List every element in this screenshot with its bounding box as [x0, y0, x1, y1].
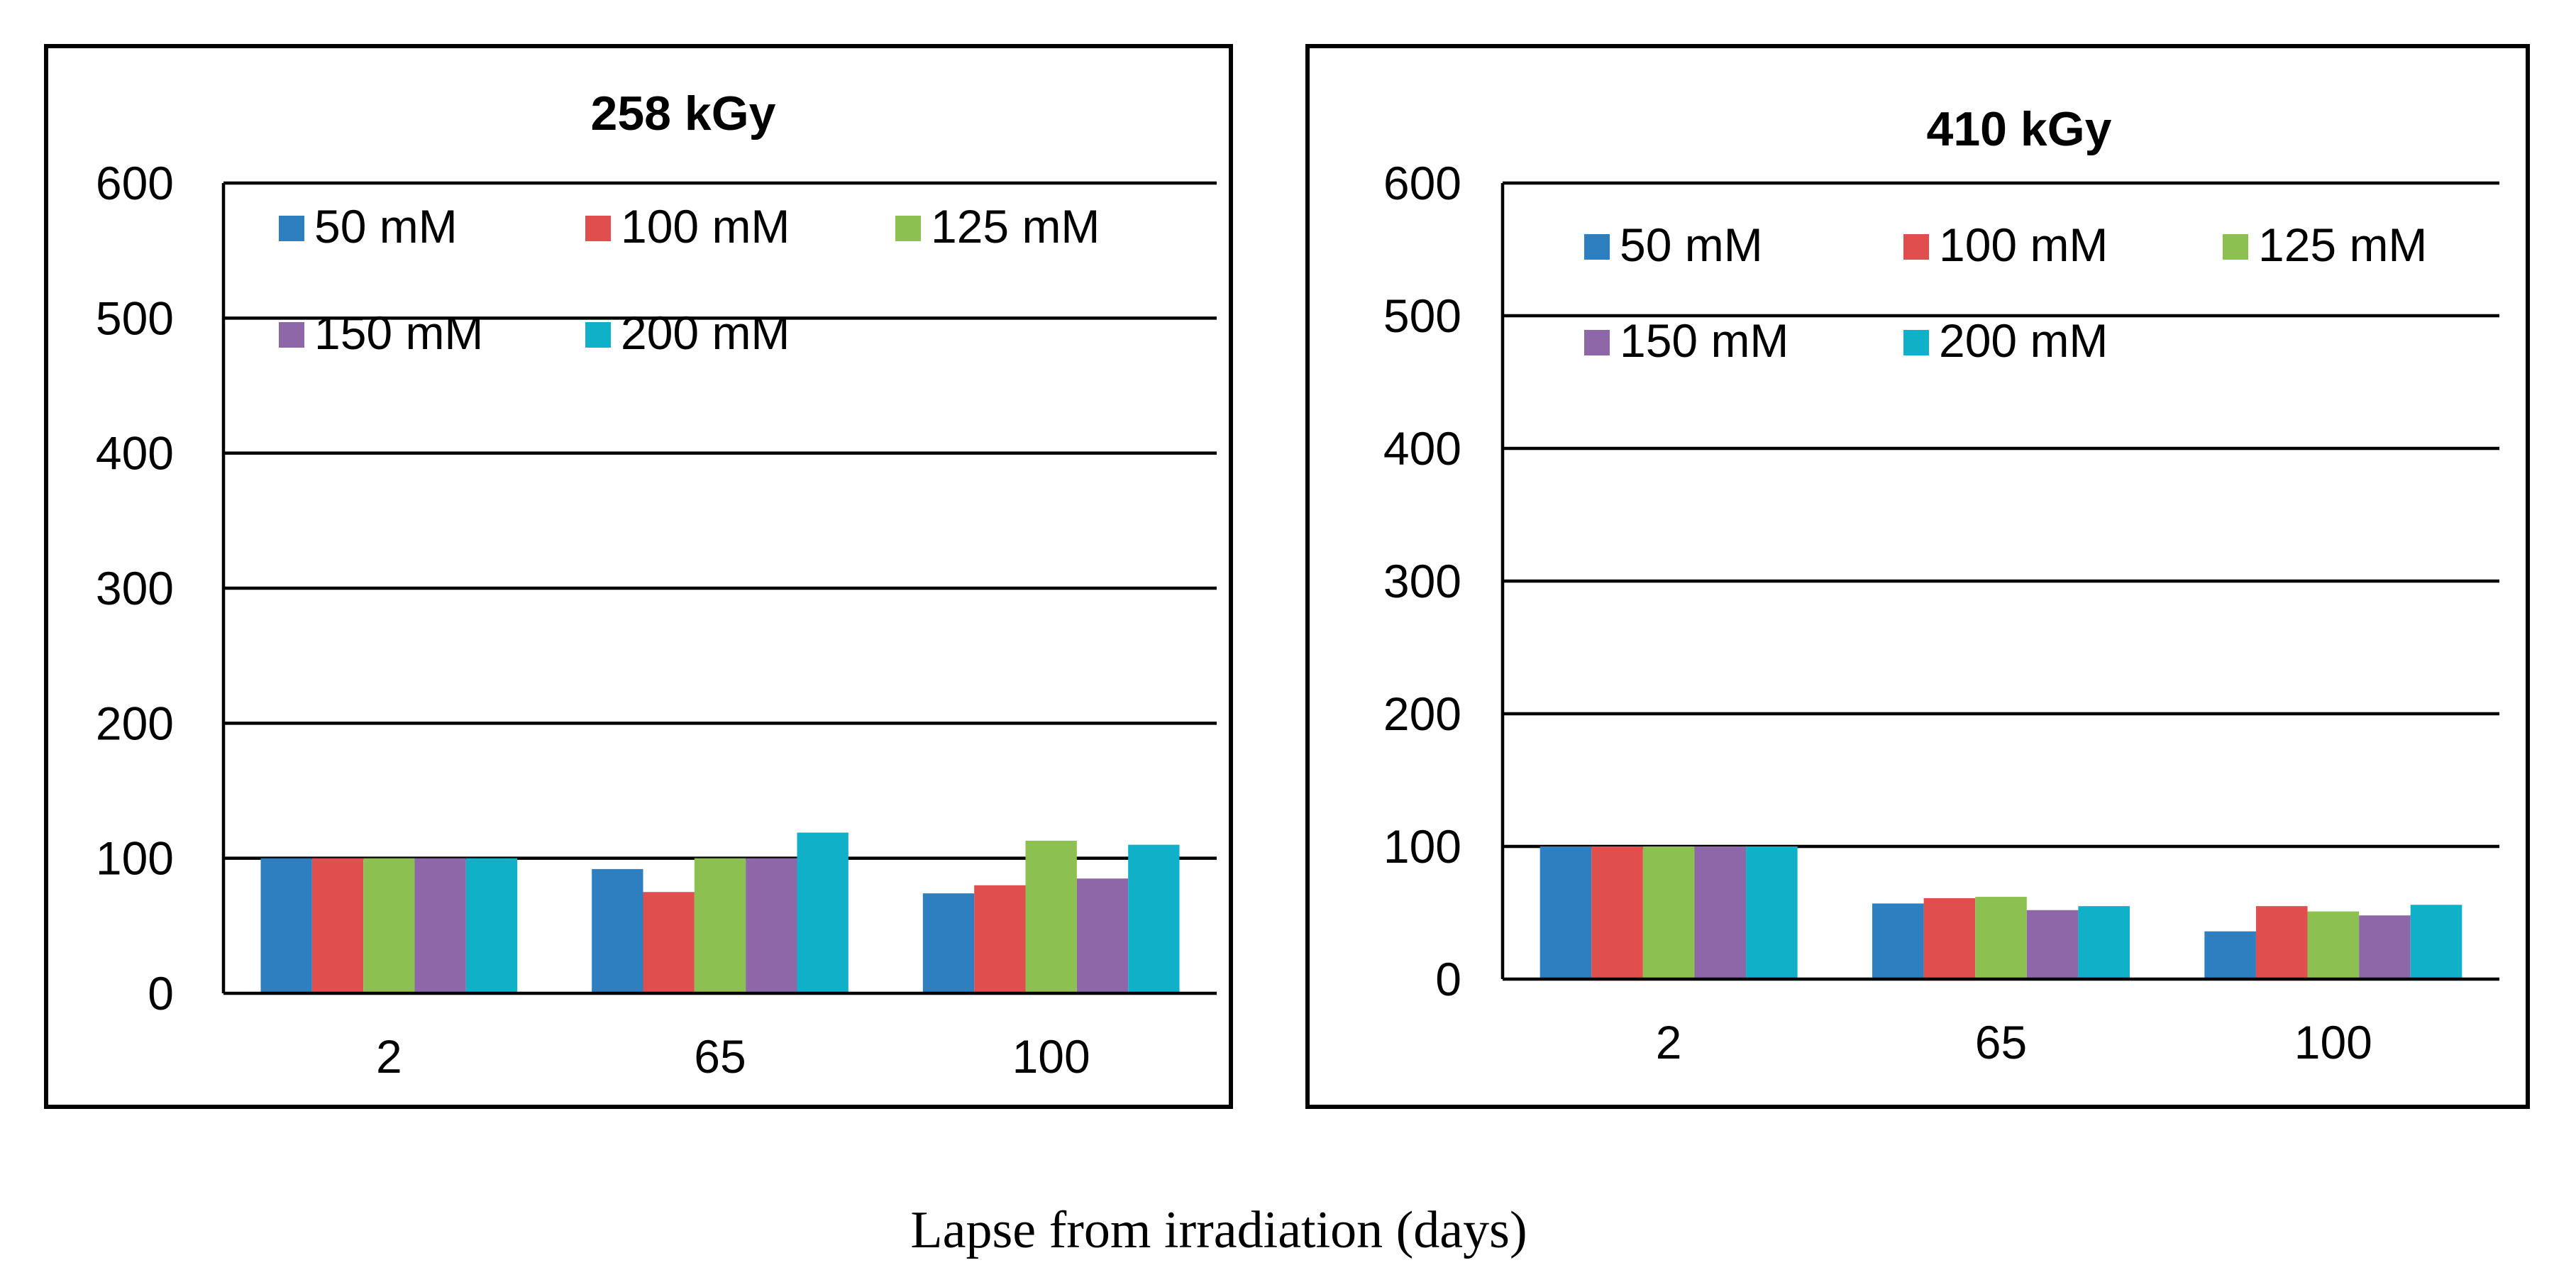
- legend-label: 100 mM: [1939, 219, 2108, 271]
- bar: [746, 858, 797, 993]
- y-tick-label: 400: [96, 427, 174, 480]
- y-tick-label: 400: [1383, 422, 1461, 475]
- bar: [2026, 910, 2079, 979]
- x-tick-label: 100: [2294, 1016, 2372, 1069]
- legend-label: 125 mM: [2258, 219, 2427, 271]
- y-tick-label: 500: [96, 292, 174, 344]
- legend-swatch: [1584, 234, 1610, 260]
- y-tick-label: 600: [1383, 157, 1461, 209]
- legend-label: 200 mM: [621, 307, 790, 359]
- y-tick-label: 300: [96, 562, 174, 614]
- legend-swatch: [585, 216, 611, 241]
- x-tick-label: 2: [1656, 1016, 1682, 1069]
- legend-label: 50 mM: [314, 200, 458, 253]
- legend-label: 100 mM: [621, 200, 790, 253]
- bar: [2078, 906, 2130, 979]
- legend-label: 150 mM: [314, 307, 483, 359]
- bar: [1694, 846, 1747, 979]
- bar: [1975, 897, 2027, 979]
- bar: [592, 868, 643, 993]
- chart-frame: [1305, 44, 2530, 1109]
- x-tick-label: 65: [694, 1030, 746, 1083]
- legend-swatch: [1584, 330, 1610, 355]
- legend-swatch: [279, 322, 304, 348]
- bar: [694, 858, 746, 993]
- y-tick-label: 0: [1435, 953, 1461, 1005]
- y-tick-label: 100: [96, 832, 174, 885]
- bar: [465, 858, 518, 993]
- legend-swatch: [1903, 330, 1929, 355]
- bar: [2410, 905, 2462, 979]
- legend-swatch: [2223, 234, 2248, 260]
- bar: [797, 832, 848, 993]
- y-tick-label: 500: [1383, 289, 1461, 342]
- bar: [363, 858, 415, 993]
- x-axis-label: Lapse from irradiation (days): [910, 1201, 1527, 1259]
- y-tick-label: 600: [96, 157, 174, 209]
- bar: [1539, 846, 1592, 979]
- bar: [974, 885, 1026, 993]
- bar: [1872, 903, 1924, 979]
- bar: [1025, 840, 1077, 993]
- bar: [2255, 906, 2308, 979]
- bar: [1746, 846, 1798, 979]
- y-tick-label: 200: [96, 697, 174, 749]
- legend-label: 150 mM: [1620, 314, 1789, 367]
- bar: [1128, 844, 1180, 993]
- bar: [643, 892, 695, 993]
- y-tick-label: 200: [1383, 688, 1461, 740]
- bar: [2307, 911, 2360, 979]
- legend-label: 200 mM: [1939, 314, 2108, 367]
- bar: [1642, 846, 1695, 979]
- legend-swatch: [585, 322, 611, 348]
- y-tick-label: 0: [148, 967, 174, 1020]
- legend-swatch: [1903, 234, 1929, 260]
- chart-panel-410kgy: 410 kGy 0 100 200 300 400 500 600 2 65 100 50 mM 100…: [1305, 44, 2530, 1109]
- bar: [311, 858, 364, 993]
- chart-panel-258kgy: 258 kGy 0 100 200 300 400 500 600 2 65 100 50 mM 100…: [44, 44, 1233, 1109]
- chart-title: 410 kGy: [1927, 102, 2112, 156]
- chart-frame: [44, 44, 1233, 1109]
- bar: [1076, 878, 1129, 993]
- bar: [2204, 931, 2256, 979]
- legend-swatch: [279, 216, 304, 241]
- legend-label: 50 mM: [1620, 219, 1763, 271]
- x-tick-label: 2: [376, 1030, 402, 1083]
- x-tick-label: 100: [1012, 1030, 1090, 1083]
- bar: [922, 893, 975, 993]
- y-tick-label: 300: [1383, 555, 1461, 607]
- bar: [260, 858, 312, 993]
- chart-title: 258 kGy: [591, 87, 776, 140]
- legend-label: 125 mM: [931, 200, 1100, 253]
- bar: [2359, 915, 2411, 979]
- bar: [1591, 846, 1643, 979]
- bar: [1923, 898, 1976, 979]
- x-tick-label: 65: [1975, 1016, 2027, 1069]
- bar: [414, 858, 466, 993]
- y-tick-label: 100: [1383, 820, 1461, 873]
- legend-swatch: [895, 216, 921, 241]
